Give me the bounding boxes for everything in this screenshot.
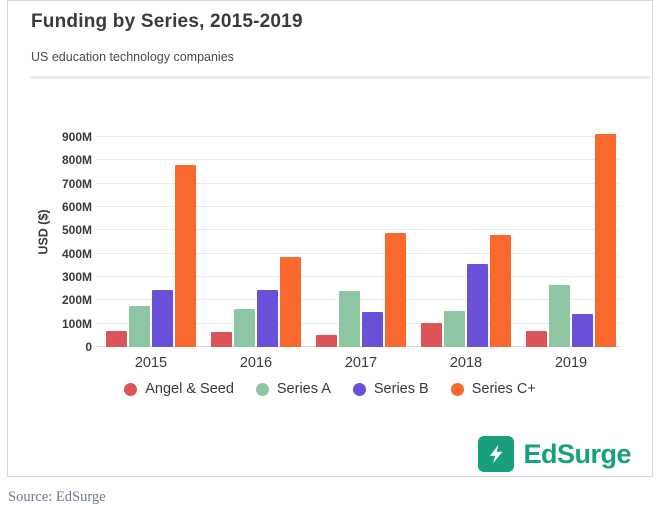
- chart-card: Funding by Series, 2015-2019 US educatio…: [7, 0, 653, 477]
- bar-series-b-2018: [467, 264, 488, 347]
- y-tick-label-500M: 500M: [61, 223, 92, 238]
- gridline-900M: [96, 136, 621, 137]
- y-tick-label-900M: 900M: [61, 130, 92, 144]
- page-title: Funding by Series, 2015-2019: [31, 11, 303, 32]
- bar-series-a-2019: [549, 285, 570, 347]
- bar-series-b-2016: [257, 289, 278, 347]
- y-tick-label-600M: 600M: [61, 200, 92, 214]
- legend-item-series-a: Series A: [255, 381, 331, 397]
- gridline-600M: [96, 206, 621, 207]
- x-tick-label-2015: 2015: [134, 355, 168, 371]
- legend-label-series-b: Series B: [373, 381, 429, 397]
- legend-swatch-series-c: [450, 382, 464, 396]
- bar-angel-seed-2017: [316, 335, 337, 347]
- lightning-icon: [478, 436, 515, 472]
- legend-swatch-angel-seed: [124, 382, 138, 396]
- legend-item-series-b: Series B: [352, 381, 429, 397]
- page-subtitle: US education technology companies: [31, 50, 234, 64]
- bar-series-c-2019: [595, 133, 616, 347]
- x-tick-label-2017: 2017: [344, 355, 378, 371]
- y-tick-label-800M: 800M: [61, 153, 92, 168]
- bar-series-a-2015: [129, 306, 150, 347]
- legend-label-series-a: Series A: [276, 381, 331, 397]
- x-tick-label-2019: 2019: [554, 355, 588, 371]
- gridline-300M: [96, 276, 621, 277]
- header-divider: [30, 76, 650, 79]
- y-tick-label-200M: 200M: [61, 293, 92, 308]
- y-tick-label-400M: 400M: [61, 246, 92, 261]
- bar-angel-seed-2016: [211, 331, 232, 347]
- legend-item-series-c: Series C+: [450, 381, 536, 397]
- logo-text: EdSurge: [523, 438, 631, 469]
- legend-label-angel-seed: Angel & Seed: [145, 381, 234, 397]
- gridline-500M: [96, 229, 621, 231]
- bar-angel-seed-2019: [526, 330, 547, 347]
- bar-series-b-2017: [362, 312, 383, 347]
- source-note: Source: EdSurge: [8, 489, 106, 505]
- bar-angel-seed-2015: [106, 330, 127, 347]
- bar-series-c-2016: [280, 257, 301, 347]
- bar-angel-seed-2018: [421, 322, 442, 347]
- legend-swatch-series-a: [255, 382, 269, 396]
- legend-label-series-c: Series C+: [471, 381, 536, 397]
- gridline-800M: [96, 159, 621, 161]
- bar-series-c-2017: [385, 232, 406, 347]
- x-tick-label-2018: 2018: [449, 355, 483, 371]
- legend-item-angel-seed: Angel & Seed: [124, 381, 234, 397]
- edsurge-logo: EdSurge: [478, 436, 631, 472]
- bar-series-c-2018: [490, 235, 511, 347]
- plot-area: 2015 2016 2017 2018 2019: [96, 117, 621, 371]
- y-tick-label-700M: 700M: [61, 176, 92, 191]
- gridline-400M: [96, 252, 621, 254]
- bar-series-a-2017: [339, 291, 360, 347]
- bar-series-b-2019: [572, 314, 593, 347]
- legend: Angel & Seed Series A Series B Series C+: [8, 381, 652, 397]
- y-tick-label-300M: 300M: [61, 270, 92, 284]
- legend-swatch-series-b: [352, 382, 366, 396]
- y-tick-label-100M: 100M: [61, 316, 92, 331]
- y-tick-label-0: 0: [85, 340, 92, 354]
- bar-series-a-2016: [234, 308, 255, 347]
- y-axis-tick-labels: 0 100M 200M 300M 400M 500M 600M 700M 800M 900M: [48, 117, 92, 354]
- gridline-700M: [96, 182, 621, 184]
- bar-series-c-2015: [175, 165, 196, 347]
- bar-series-a-2018: [444, 310, 465, 347]
- x-tick-label-2016: 2016: [239, 355, 273, 371]
- bar-series-b-2015: [152, 289, 173, 347]
